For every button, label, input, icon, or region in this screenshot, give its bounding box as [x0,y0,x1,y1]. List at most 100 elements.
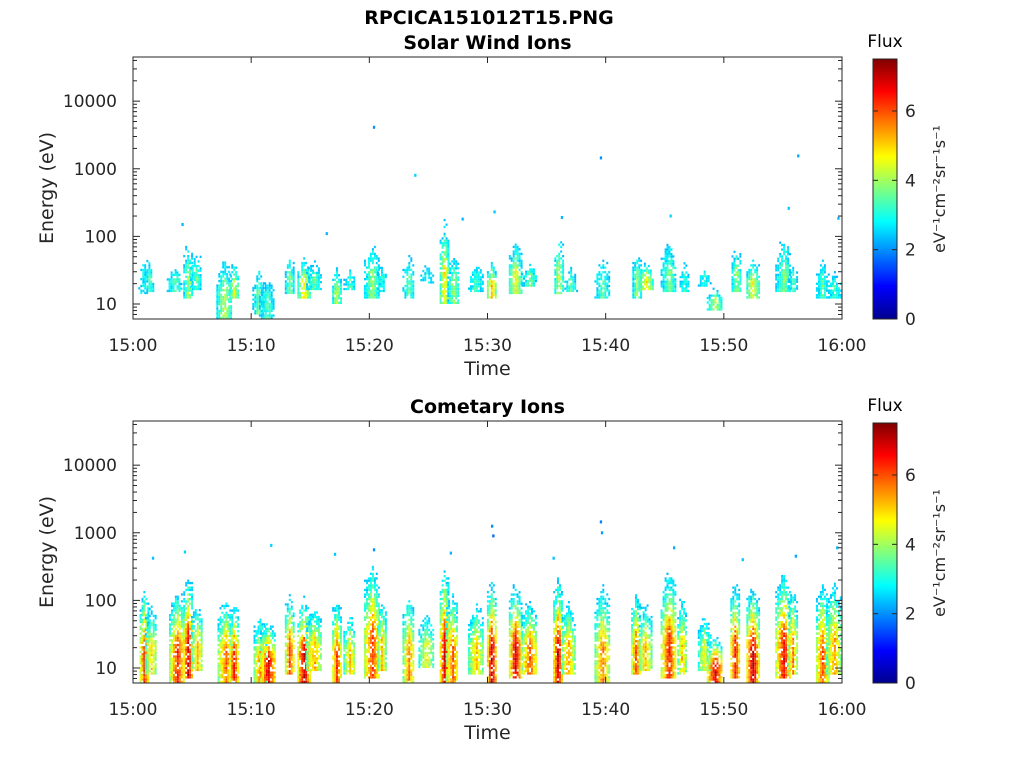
flux-cell [225,623,228,626]
flux-cell [779,289,782,293]
flux-cell [375,646,378,649]
flux-cell [197,281,200,284]
flux-cell [310,629,313,632]
flux-cell [185,657,188,661]
flux-cell [178,639,181,642]
flux-cell [518,257,521,260]
flux-cell [647,264,650,268]
flux-cell [364,660,366,663]
flux-cell [338,607,340,610]
flux-cell [402,268,405,272]
flux-cell [171,643,173,647]
flux-cell [299,641,302,644]
flux-cell [377,621,380,624]
flux-cell [307,664,310,667]
flux-cell [200,622,203,626]
flux-cell [608,271,611,274]
flux-cell [305,643,308,647]
flux-cell [284,624,287,627]
flux-cell [349,269,352,272]
flux-cell [410,278,413,281]
flux-cell [168,285,171,288]
flux-cell [707,277,710,280]
flux-cell [336,641,338,644]
flux-cell [455,271,458,275]
flux-cell [261,646,264,649]
flux-cell [218,284,221,287]
flux-cell [781,264,784,267]
flux-cell [375,294,378,297]
flux-cell [144,658,147,661]
flux-cell [303,595,306,598]
flux-cell [373,639,376,642]
flux-cell [231,614,234,617]
flux-cell [225,666,228,670]
flux-cell [173,678,175,681]
flux-cell [600,296,603,299]
flux-cell [443,297,446,300]
flux-cell [731,255,734,258]
flux-cell [196,661,199,665]
flux-cell [340,676,342,679]
flux-cell [445,248,448,252]
flux-cell [366,671,368,674]
flux-cell [475,287,478,290]
flux-cell [353,651,356,654]
flux-cell [758,275,761,278]
flux-cell [733,287,736,290]
flux-cell [558,278,561,281]
flux-cell [288,259,291,262]
flux-cell [347,626,350,629]
flux-cell [445,271,448,275]
flux-cell [819,271,822,274]
flux-cell [218,275,221,278]
flux-cell [219,653,222,656]
flux-cell [406,278,409,281]
flux-cell [138,287,141,290]
flux-cell [827,273,830,276]
flux-cell [288,640,291,643]
flux-cell [307,266,310,269]
flux-cell [220,286,223,290]
flux-cell [198,625,201,628]
flux-cell [257,653,260,656]
flux-cell [818,296,820,299]
flux-cell [273,676,276,679]
flux-cell [290,656,293,659]
flux-cell [262,307,265,310]
flux-cell [154,640,157,643]
flux-cell [490,264,493,267]
flux-cell [171,611,173,614]
flux-cell [221,611,224,614]
flux-cell [263,632,266,635]
flux-cell [533,272,535,276]
flux-cell [191,630,194,633]
flux-cell [178,669,181,672]
flux-cell [219,680,222,683]
flux-cell [508,289,511,292]
flux-cell [554,287,557,290]
flux-cell [305,678,308,681]
flux-cell [303,643,306,647]
flux-cell [375,657,378,661]
flux-cell [638,280,641,283]
flux-cell [303,653,306,656]
flux-cell [270,293,273,296]
flux-cell [176,618,179,621]
flux-cell [443,260,446,263]
flux-cell [351,635,354,638]
flux-cell [821,268,824,272]
flux-cell [381,282,383,286]
flux-cell [368,648,370,651]
flux-cell [193,274,196,277]
flux-cell [198,638,201,642]
flux-cell [486,282,489,285]
flux-cell [316,638,318,642]
flux-cell [634,282,637,285]
flux-cell [558,284,561,288]
flux-cell [174,604,177,608]
flux-cell [189,650,192,654]
flux-cell [375,660,378,663]
flux-cell [223,632,226,635]
flux-cell [219,669,222,672]
